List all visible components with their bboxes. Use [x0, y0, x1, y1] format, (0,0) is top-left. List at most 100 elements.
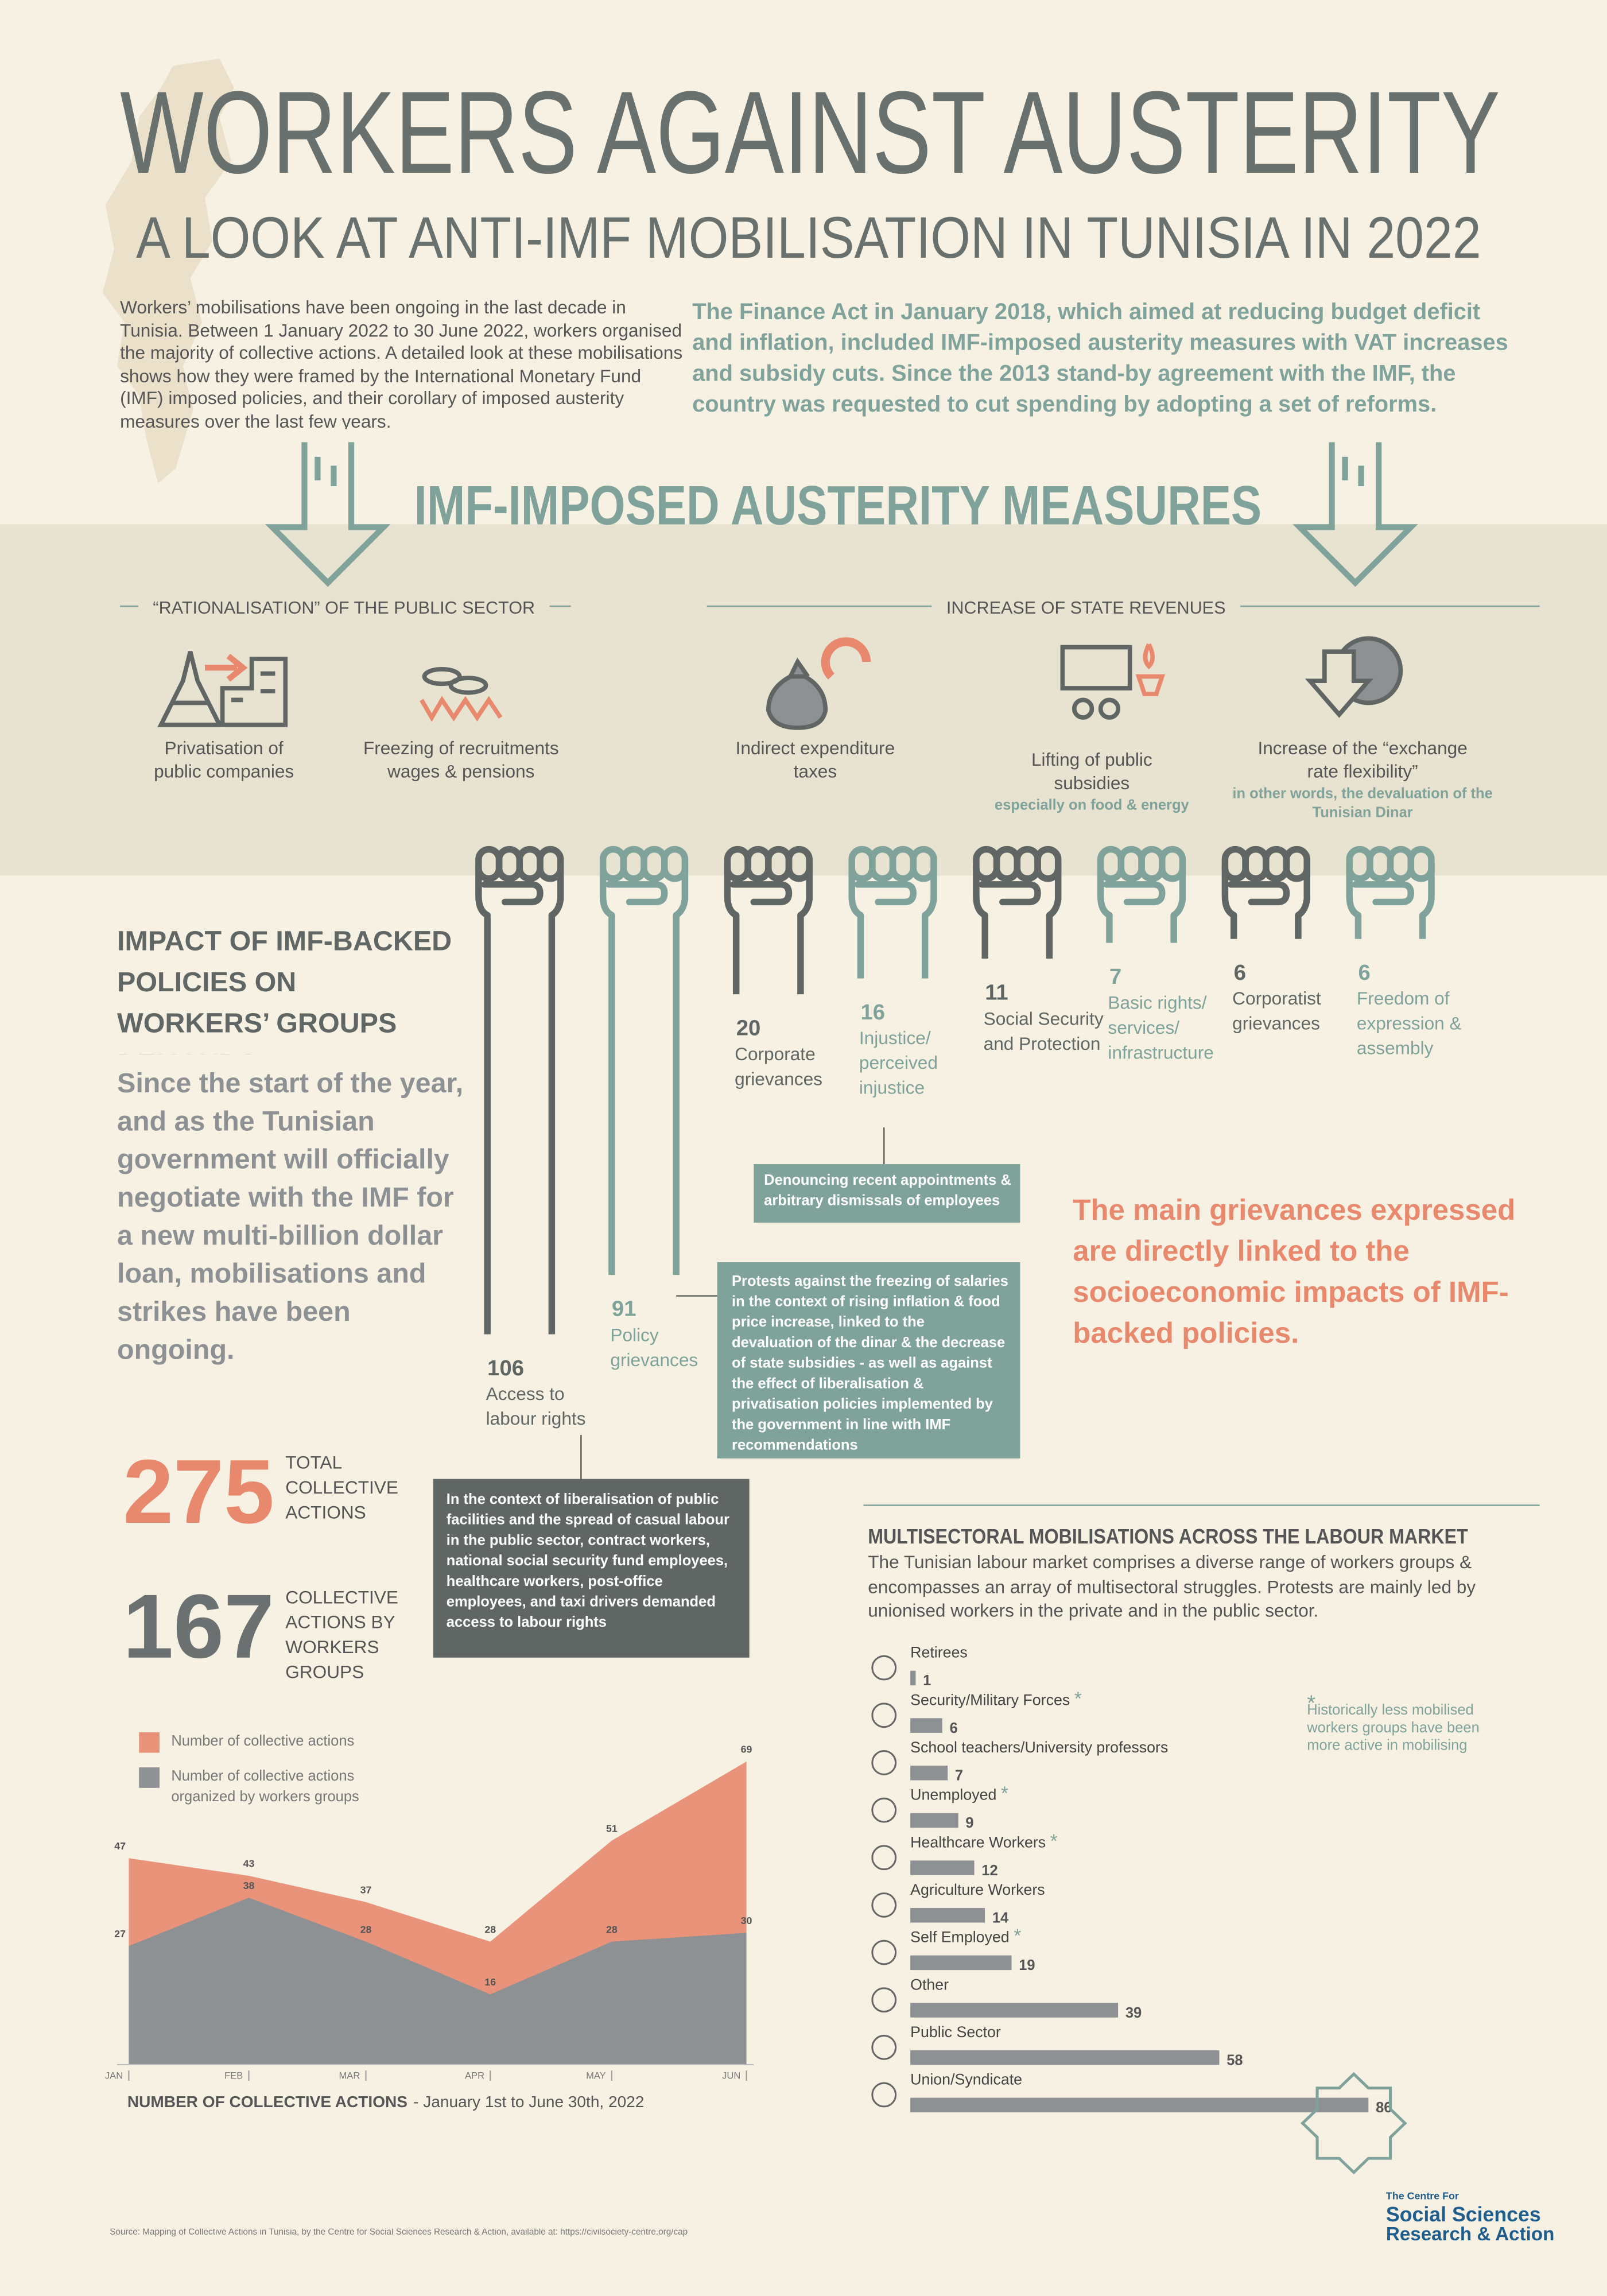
total-label-box: COLLECTIVE ACTIONS BY WORKERS GROUPS: [285, 1587, 398, 1683]
row-icon: [871, 1702, 897, 1728]
demand-label-box: Basic rights/ services/ infrastructure: [1108, 992, 1214, 1063]
bar-value: 7: [955, 1768, 963, 1784]
star-marker: *: [1001, 1783, 1008, 1805]
category-name: Unemployed: [910, 1786, 996, 1804]
chart-title-main: NUMBER OF COLLECTIVE ACTIONS: [127, 2093, 407, 2111]
measure-label: Lifting of public subsidies: [1031, 750, 1152, 794]
source: Source: Mapping of Collective Actions in…: [110, 2228, 688, 2237]
bar-subtitle-box: The Tunisian labour market comprises a d…: [868, 1552, 1476, 1621]
demand-value: 91: [612, 1297, 636, 1321]
note-box: [433, 1479, 750, 1658]
note-box: In the context of liberalisation of publ…: [446, 1492, 729, 1631]
x-tick-label: FEB: [224, 2070, 243, 2081]
fist: [1097, 846, 1186, 919]
fist-arm: [857, 915, 929, 979]
fist-arm: [732, 915, 804, 995]
value-label: 43: [243, 1858, 255, 1870]
legend-swatch: [139, 1732, 160, 1753]
chart-title: NUMBER OF COLLECTIVE ACTIONS - January 1s…: [127, 2093, 645, 2111]
note-box: [754, 1164, 1020, 1223]
total-label-box: TOTAL COLLECTIVE ACTIONS: [285, 1452, 398, 1523]
measure-note-box: in other words, the devaluation of the T…: [1232, 786, 1493, 822]
source-box: Source: Mapping of Collective Actions in…: [110, 2228, 688, 2237]
measure-note: especially on food & energy: [995, 798, 1189, 815]
bar: [910, 1813, 958, 1828]
category-name: Retirees: [910, 1644, 968, 1661]
demand-label: Basic rights/ services/ infrastructure: [1108, 992, 1214, 1063]
fist: [1221, 846, 1310, 919]
demand-label: Corporatist grievances: [1232, 988, 1321, 1034]
logo-line: Social Sciences: [1386, 2203, 1541, 2226]
demand-value: 11: [985, 980, 1008, 1005]
star-marker: *: [1074, 1688, 1082, 1709]
conclusion-box: The main grievances expressed are direct…: [1073, 1194, 1516, 1351]
category-name: Agriculture Workers: [910, 1881, 1045, 1898]
note: In the context of liberalisation of publ…: [446, 1492, 729, 1631]
bar: [910, 1718, 942, 1733]
demand-label-box: Access to labour rights: [486, 1384, 586, 1430]
row-icon: [871, 1987, 897, 2013]
fist-arm: [1354, 915, 1426, 939]
measure-label-box: Indirect expenditure taxes: [736, 738, 895, 782]
bar-note-box: Historically less mobilised workers grou…: [1307, 1703, 1480, 1754]
bar: [910, 1670, 916, 1686]
bar-value: 14: [992, 1910, 1009, 1926]
demand-value: 20: [736, 1016, 761, 1041]
x-tick-label: MAY: [586, 2070, 606, 2081]
bar: [910, 1907, 985, 1923]
value-label: 27: [114, 1928, 126, 1940]
demand-label-box: Social Security and Protection: [984, 1009, 1104, 1054]
subtitle: A LOOK AT ANTI-IMF MOBILISATION IN TUNIS…: [136, 205, 1481, 270]
demand-label: Corporate grievances: [735, 1044, 822, 1089]
impact-title-box: IMPACT OF IMF-BACKED POLICIES ON WORKERS…: [117, 927, 452, 1054]
value-label: 47: [114, 1840, 126, 1852]
measure-label-box: Increase of the “exchange rate flexibili…: [1257, 738, 1467, 782]
fist: [973, 846, 1062, 919]
fist-arm: [608, 915, 680, 1275]
x-tick-label: JAN: [105, 2070, 123, 2081]
value-label: 28: [606, 1923, 618, 1935]
bar-value: 58: [1226, 2052, 1243, 2068]
fist: [848, 846, 937, 919]
total-value: 275: [123, 1441, 274, 1542]
chart-subtitle: - January 1st to June 30th, 2022: [413, 2093, 644, 2111]
fist-palm: [1346, 863, 1435, 919]
arrow-left: [265, 442, 391, 587]
bar-value: 6: [950, 1720, 958, 1736]
category-label: Security/Military Forces *: [910, 1688, 1082, 1709]
demand-value: 6: [1234, 960, 1246, 985]
total-label: COLLECTIVE ACTIONS BY WORKERS GROUPS: [285, 1587, 398, 1683]
finance-act-box: The Finance Act in January 2018, which a…: [692, 300, 1508, 417]
measure-label-box: Privatisation of public companies: [154, 738, 294, 782]
bar-value: 12: [981, 1863, 997, 1879]
bar-value: 19: [1019, 1957, 1035, 1973]
legend-label-box: Number of collective actions organized b…: [171, 1769, 359, 1806]
category-label: Unemployed *: [910, 1783, 1008, 1805]
fist-palm: [724, 863, 813, 919]
measure-label: Privatisation of public companies: [154, 738, 294, 782]
total-value: 167: [123, 1576, 274, 1677]
bar-value: 1: [923, 1673, 931, 1689]
category-label: School teachers/University professors: [910, 1739, 1168, 1756]
category-label: Other: [910, 1976, 949, 1993]
fist-arm: [1106, 915, 1177, 943]
total-label: TOTAL COLLECTIVE ACTIONS: [285, 1452, 398, 1523]
row-icon: [871, 1892, 897, 1918]
demand-label-box: Corporate grievances: [735, 1044, 822, 1089]
content: WORKERS AGAINST AUSTERITY A LOOK AT ANTI-…: [105, 67, 1554, 2245]
row-icon: [871, 1845, 897, 1871]
icons: [157, 636, 1403, 730]
demand-label: Policy grievances: [610, 1324, 698, 1370]
demand-label: Access to labour rights: [486, 1384, 586, 1430]
row-icon: [871, 2034, 897, 2060]
logo-line: The Centre For: [1386, 2190, 1459, 2202]
intro-box: Workers’ mobilisations have been ongoing…: [120, 297, 682, 429]
value-label: 51: [606, 1822, 618, 1834]
conclusion: The main grievances expressed are direct…: [1073, 1194, 1516, 1351]
demand-label-box: Policy grievances: [610, 1324, 698, 1370]
value-label: 28: [360, 1923, 372, 1935]
category-label: Public Sector: [910, 2023, 1001, 2041]
measure-note: in other words, the devaluation of the T…: [1232, 786, 1493, 822]
note-box: Protests against the freezing of salarie…: [732, 1274, 1008, 1454]
star-marker: *: [1014, 1926, 1021, 1947]
